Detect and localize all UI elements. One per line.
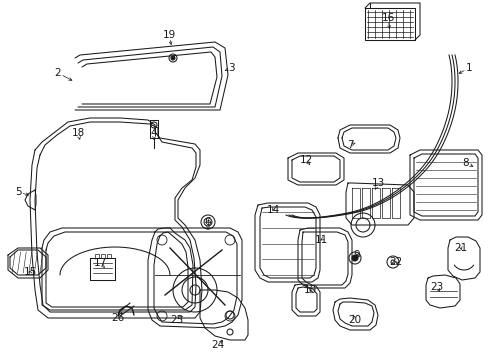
Text: 4: 4: [150, 128, 157, 138]
Text: 10: 10: [303, 285, 316, 295]
Text: 1: 1: [465, 63, 471, 73]
Text: 7: 7: [346, 140, 353, 150]
Text: 20: 20: [348, 315, 361, 325]
Circle shape: [171, 56, 175, 60]
Text: 16: 16: [381, 13, 394, 23]
Text: 14: 14: [266, 205, 279, 215]
Text: 21: 21: [453, 243, 467, 253]
Text: 22: 22: [388, 257, 402, 267]
Text: 13: 13: [370, 178, 384, 188]
Text: 25: 25: [170, 315, 183, 325]
Circle shape: [351, 255, 357, 261]
Text: 11: 11: [314, 235, 327, 245]
Text: 8: 8: [462, 158, 468, 168]
Text: 19: 19: [162, 30, 175, 40]
Text: 5: 5: [15, 187, 21, 197]
Text: 2: 2: [55, 68, 61, 78]
Text: 26: 26: [111, 313, 124, 323]
Text: 3: 3: [227, 63, 234, 73]
Text: 24: 24: [211, 340, 224, 350]
Text: 6: 6: [204, 217, 211, 227]
Text: 17: 17: [93, 258, 106, 268]
Text: 18: 18: [71, 128, 84, 138]
Text: 9: 9: [353, 250, 360, 260]
Text: 23: 23: [429, 282, 443, 292]
Text: 15: 15: [23, 267, 37, 277]
Text: 12: 12: [299, 155, 312, 165]
